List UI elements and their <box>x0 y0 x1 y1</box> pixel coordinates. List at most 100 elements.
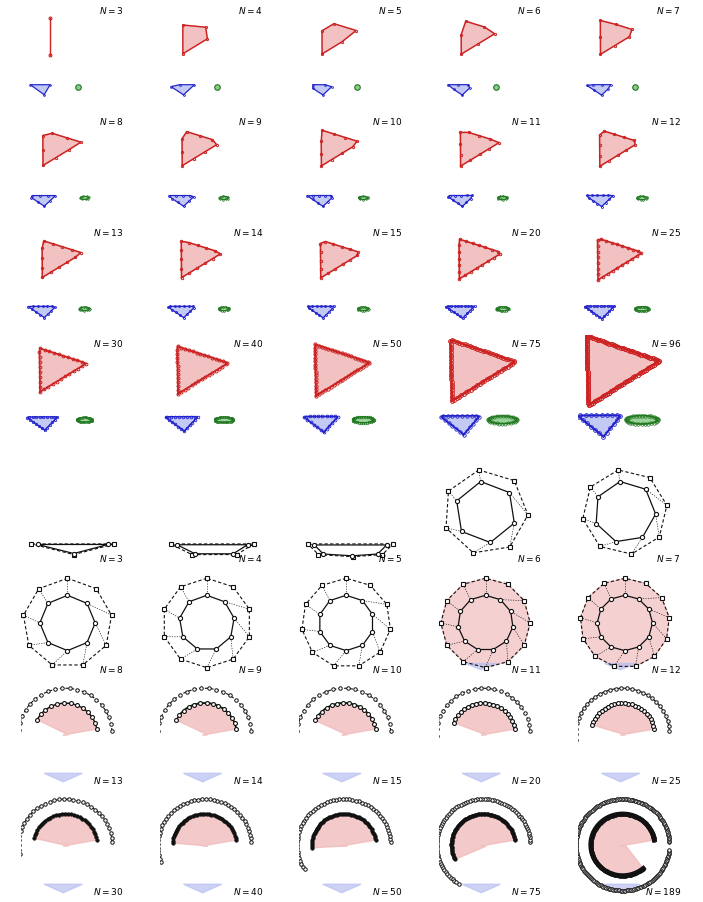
Polygon shape <box>27 417 58 430</box>
Text: $N = 5$: $N = 5$ <box>378 5 403 16</box>
Polygon shape <box>453 703 515 735</box>
Polygon shape <box>42 241 81 278</box>
Polygon shape <box>323 884 361 893</box>
Polygon shape <box>461 22 495 54</box>
Polygon shape <box>462 884 501 893</box>
Polygon shape <box>322 23 356 54</box>
Polygon shape <box>598 239 641 280</box>
Text: $N = 5$: $N = 5$ <box>378 553 403 564</box>
Text: $N = 10$: $N = 10$ <box>372 116 403 127</box>
Polygon shape <box>44 773 82 782</box>
Polygon shape <box>579 415 621 437</box>
Polygon shape <box>79 307 89 310</box>
Polygon shape <box>313 85 332 95</box>
Text: $N = 8$: $N = 8$ <box>99 116 124 127</box>
Text: $N = 13$: $N = 13$ <box>93 775 124 786</box>
Text: $N = 10$: $N = 10$ <box>372 664 403 675</box>
Text: $N = 6$: $N = 6$ <box>517 553 542 564</box>
Polygon shape <box>496 307 509 311</box>
Polygon shape <box>587 85 611 95</box>
Polygon shape <box>171 85 195 95</box>
Polygon shape <box>80 197 89 199</box>
Polygon shape <box>441 578 530 667</box>
Polygon shape <box>451 340 515 401</box>
Text: $N = 15$: $N = 15$ <box>372 775 403 786</box>
Polygon shape <box>34 814 97 846</box>
Text: $N = 4$: $N = 4$ <box>238 553 263 564</box>
Text: $N = 11$: $N = 11$ <box>512 116 542 127</box>
Polygon shape <box>173 814 236 846</box>
Text: $N = 75$: $N = 75$ <box>511 886 542 897</box>
Polygon shape <box>626 416 658 424</box>
Polygon shape <box>176 703 236 735</box>
Text: $N = 9$: $N = 9$ <box>238 664 263 675</box>
Polygon shape <box>169 196 193 207</box>
Polygon shape <box>581 578 669 667</box>
Polygon shape <box>304 417 337 432</box>
Polygon shape <box>321 242 358 278</box>
Polygon shape <box>77 418 92 422</box>
Polygon shape <box>451 814 515 860</box>
Polygon shape <box>321 130 357 166</box>
Polygon shape <box>358 307 368 310</box>
Text: $N = 7$: $N = 7$ <box>657 5 681 16</box>
Text: $N = 20$: $N = 20$ <box>511 775 542 786</box>
Text: $N = 8$: $N = 8$ <box>99 664 124 675</box>
Polygon shape <box>219 197 228 199</box>
Polygon shape <box>446 306 475 318</box>
Polygon shape <box>177 346 227 394</box>
Text: $N = 50$: $N = 50$ <box>372 886 403 897</box>
Text: $N = 6$: $N = 6$ <box>517 5 542 16</box>
Polygon shape <box>315 345 369 396</box>
Polygon shape <box>635 307 649 311</box>
Polygon shape <box>215 417 233 422</box>
Polygon shape <box>586 336 659 405</box>
Text: $N = 96$: $N = 96$ <box>650 338 681 349</box>
Polygon shape <box>315 703 375 735</box>
Text: $N = 7$: $N = 7$ <box>657 553 681 564</box>
Text: $N = 11$: $N = 11$ <box>512 664 542 675</box>
Text: $N = 25$: $N = 25$ <box>651 227 681 238</box>
Polygon shape <box>323 773 361 782</box>
Polygon shape <box>308 307 334 318</box>
Polygon shape <box>183 25 207 54</box>
Text: $N = 12$: $N = 12$ <box>651 664 681 675</box>
Polygon shape <box>165 417 198 431</box>
Polygon shape <box>183 773 221 782</box>
Polygon shape <box>602 884 640 893</box>
Polygon shape <box>600 21 632 54</box>
Polygon shape <box>30 85 50 95</box>
Polygon shape <box>592 703 654 735</box>
Text: $N = 25$: $N = 25$ <box>651 775 681 786</box>
Text: $N = 189$: $N = 189$ <box>645 886 681 897</box>
Polygon shape <box>460 133 499 166</box>
Text: $N = 3$: $N = 3$ <box>99 553 124 564</box>
Polygon shape <box>359 197 368 199</box>
Text: $N = 13$: $N = 13$ <box>93 227 124 238</box>
Text: $N = 3$: $N = 3$ <box>99 5 124 16</box>
Polygon shape <box>587 196 613 207</box>
Polygon shape <box>605 663 636 670</box>
Polygon shape <box>28 307 55 318</box>
Text: $N = 40$: $N = 40$ <box>233 338 263 349</box>
Polygon shape <box>465 663 497 670</box>
Polygon shape <box>600 131 636 166</box>
Text: $N = 15$: $N = 15$ <box>372 227 403 238</box>
Polygon shape <box>462 773 501 782</box>
Polygon shape <box>585 306 614 318</box>
Polygon shape <box>602 773 640 782</box>
Polygon shape <box>32 196 56 207</box>
Text: $N = 30$: $N = 30$ <box>93 338 124 349</box>
Polygon shape <box>489 416 517 424</box>
Polygon shape <box>169 307 193 318</box>
Polygon shape <box>44 884 82 893</box>
Text: $N = 14$: $N = 14$ <box>233 775 263 786</box>
Text: $N = 75$: $N = 75$ <box>511 338 542 349</box>
Polygon shape <box>312 814 375 848</box>
Polygon shape <box>183 884 221 893</box>
Polygon shape <box>498 196 507 199</box>
Text: $N = 14$: $N = 14$ <box>233 227 263 238</box>
Polygon shape <box>637 196 647 199</box>
Text: $N = 12$: $N = 12$ <box>651 116 681 127</box>
Polygon shape <box>43 133 81 165</box>
